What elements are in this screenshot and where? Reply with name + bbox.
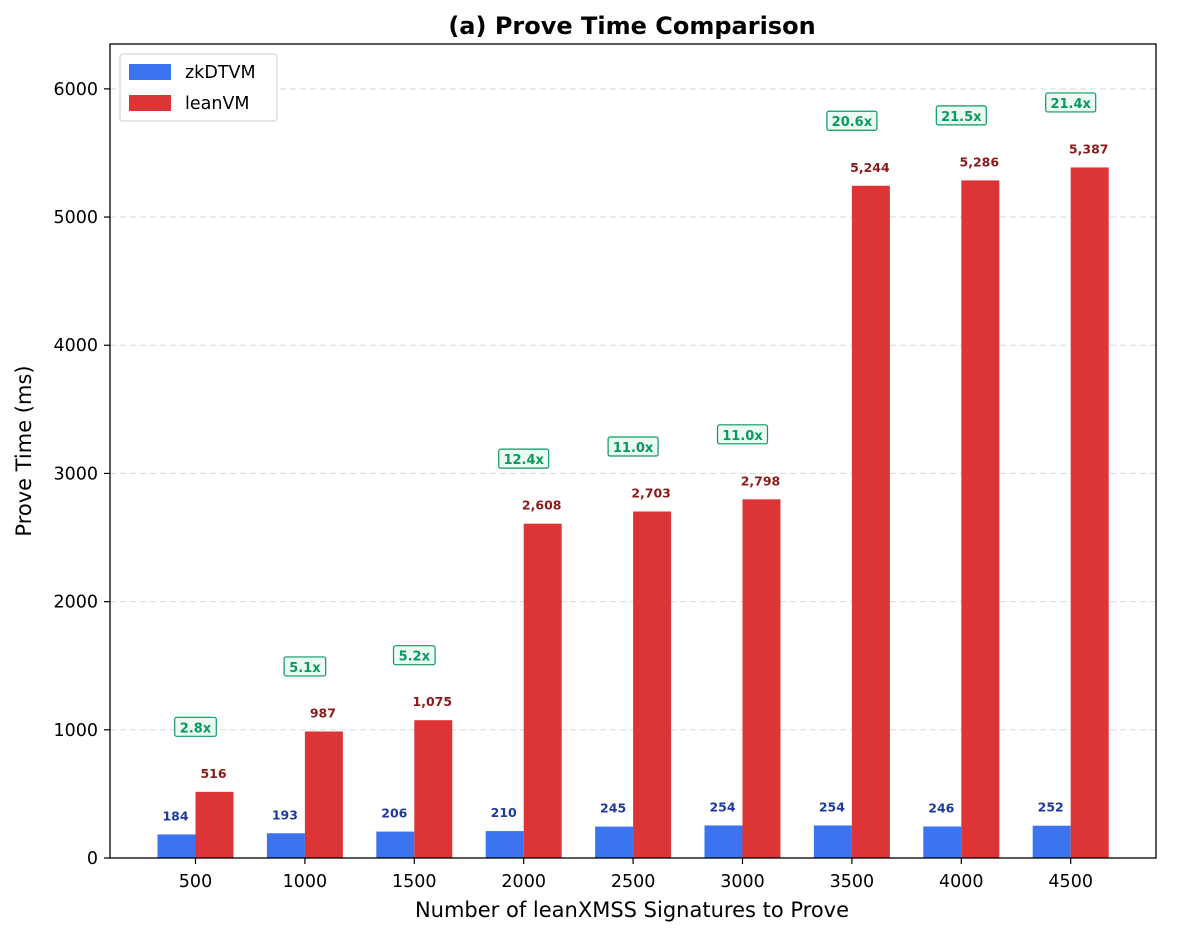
bar-leanvm (414, 720, 453, 858)
y-tick-label: 2000 (53, 593, 98, 613)
ratio-box (392, 645, 436, 666)
bar-zkdtvm (157, 834, 196, 858)
bar-leanvm (633, 511, 672, 858)
value-label-leanvm: 5,387 (1069, 141, 1109, 156)
x-tick-label: 4500 (1048, 872, 1093, 892)
legend-swatch-leanvm (129, 95, 171, 111)
ratio-box (607, 436, 659, 457)
value-label-leanvm: 2,608 (522, 498, 562, 513)
x-tick-label: 3500 (830, 872, 875, 892)
bar-leanvm (304, 731, 343, 858)
bar-zkdtvm (1032, 825, 1071, 858)
bar-zkdtvm (813, 825, 852, 858)
value-label-zkdtvm: 206 (381, 806, 407, 821)
x-tick-label: 1500 (392, 872, 437, 892)
value-label-leanvm: 5,244 (850, 160, 890, 175)
legend-label-leanvm: leanVM (185, 94, 250, 114)
value-label-leanvm: 1,075 (413, 694, 453, 709)
labels-layer: 184 516 2.8x 193 987 5.1x 206 1,075 5.2x 210 2,608… (162, 92, 1109, 823)
ratio-box (935, 105, 987, 126)
bar-leanvm (961, 180, 1000, 858)
value-label-zkdtvm: 246 (928, 800, 954, 815)
ratio-box (174, 716, 217, 737)
legend-label-zkdtvm: zkDTVM (185, 63, 256, 83)
value-label-leanvm: 987 (310, 705, 336, 720)
bar-leanvm (742, 499, 781, 858)
bar-zkdtvm (595, 826, 634, 858)
bar-zkdtvm (485, 831, 524, 858)
value-label-zkdtvm: 184 (162, 808, 188, 823)
bar-zkdtvm (923, 826, 962, 858)
ratio-label: 21.4x (1050, 97, 1091, 112)
value-label-zkdtvm: 245 (600, 801, 626, 816)
x-tick-label: 1000 (283, 872, 328, 892)
y-tick-label: 1000 (53, 721, 98, 741)
x-tick-label: 2500 (611, 872, 656, 892)
ratio-box (498, 448, 550, 469)
y-tick-label: 6000 (53, 80, 98, 100)
legend-swatch-zkdtvm (129, 64, 171, 80)
value-label-zkdtvm: 252 (1038, 800, 1064, 815)
ratio-label: 11.0x (613, 441, 654, 456)
bars-layer (157, 167, 1109, 859)
ratio-box (716, 424, 769, 445)
value-label-leanvm: 516 (200, 766, 226, 781)
value-label-zkdtvm: 210 (491, 805, 517, 820)
ratio-label: 11.0x (722, 429, 763, 444)
x-tick-label: 4000 (939, 872, 984, 892)
x-tick-label: 3000 (720, 872, 765, 892)
y-axis-label: Prove Time (ms) (12, 365, 36, 536)
bar-zkdtvm (266, 833, 305, 858)
value-label-zkdtvm: 254 (819, 799, 845, 814)
ratio-label: 5.2x (399, 650, 431, 665)
y-tick-label: 5000 (53, 208, 98, 228)
value-label-leanvm: 2,703 (631, 486, 671, 501)
axes-layer: 0 1000 2000 3000 4000 5000 6000 500 1000 1500 2000… (53, 43, 1157, 892)
bar-leanvm (851, 185, 890, 859)
plot-frame (109, 43, 1157, 859)
ratio-box (826, 110, 878, 131)
value-label-leanvm: 5,286 (960, 154, 1000, 169)
ratio-box (283, 656, 327, 677)
y-tick-label: 3000 (53, 464, 98, 484)
value-label-zkdtvm: 254 (709, 799, 735, 814)
y-tick-label: 0 (87, 849, 98, 869)
x-tick-label: 2000 (501, 872, 546, 892)
chart-title: (a) Prove Time Comparison (448, 12, 815, 40)
bar-leanvm (1070, 167, 1109, 858)
ratio-label: 2.8x (180, 721, 212, 736)
x-axis-label: Number of leanXMSS Signatures to Prove (415, 898, 849, 922)
bar-zkdtvm (376, 831, 415, 858)
value-label-zkdtvm: 193 (272, 807, 298, 822)
ratio-label: 12.4x (503, 453, 544, 468)
y-tick-label: 4000 (53, 336, 98, 356)
bar-zkdtvm (704, 825, 743, 858)
bar-leanvm (195, 791, 234, 858)
value-label-leanvm: 2,798 (741, 473, 781, 488)
ratio-label: 20.6x (832, 115, 873, 130)
ratio-box (1045, 92, 1097, 113)
ratio-label: 21.5x (941, 110, 982, 125)
bar-leanvm (523, 523, 562, 858)
legend: zkDTVM leanVM (119, 53, 278, 122)
x-tick-label: 500 (179, 872, 212, 892)
ratio-label: 5.1x (289, 661, 321, 676)
